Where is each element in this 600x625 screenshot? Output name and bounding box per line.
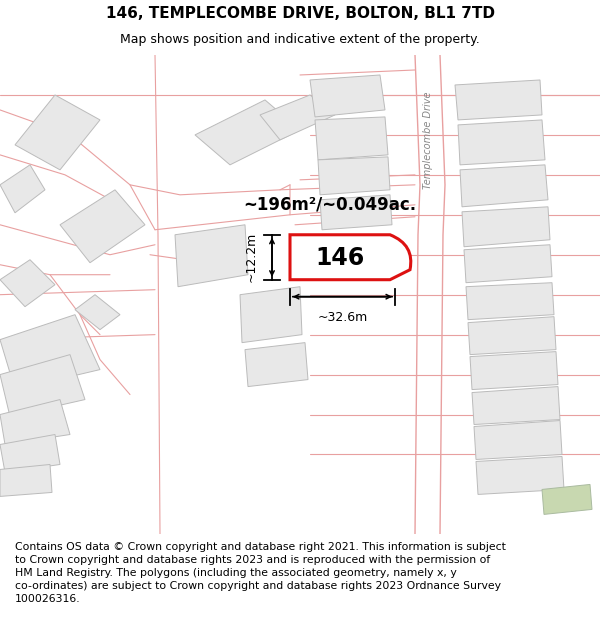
Text: ~32.6m: ~32.6m — [317, 311, 368, 324]
Polygon shape — [0, 260, 55, 307]
Polygon shape — [464, 245, 552, 282]
Polygon shape — [60, 190, 145, 262]
Polygon shape — [0, 354, 85, 416]
Polygon shape — [245, 342, 308, 387]
Polygon shape — [466, 282, 554, 319]
Polygon shape — [310, 75, 385, 117]
PathPatch shape — [290, 235, 411, 280]
Polygon shape — [468, 317, 556, 354]
Text: Templecombe Drive: Templecombe Drive — [423, 91, 433, 189]
Polygon shape — [0, 399, 70, 444]
Text: 146: 146 — [316, 246, 365, 270]
Polygon shape — [455, 80, 542, 120]
Polygon shape — [0, 464, 52, 496]
Polygon shape — [260, 95, 335, 140]
Text: Contains OS data © Crown copyright and database right 2021. This information is : Contains OS data © Crown copyright and d… — [15, 542, 506, 604]
Polygon shape — [462, 207, 550, 247]
Polygon shape — [240, 287, 302, 342]
Text: 146, TEMPLECOMBE DRIVE, BOLTON, BL1 7TD: 146, TEMPLECOMBE DRIVE, BOLTON, BL1 7TD — [106, 6, 494, 21]
Polygon shape — [318, 157, 390, 195]
Text: ~196m²/~0.049ac.: ~196m²/~0.049ac. — [244, 196, 416, 214]
Polygon shape — [320, 195, 392, 230]
Polygon shape — [75, 294, 120, 329]
Polygon shape — [460, 165, 548, 207]
Polygon shape — [175, 225, 248, 287]
Polygon shape — [542, 484, 592, 514]
Polygon shape — [476, 456, 564, 494]
Text: ~12.2m: ~12.2m — [245, 232, 258, 282]
Polygon shape — [458, 120, 545, 165]
Polygon shape — [0, 314, 100, 389]
Polygon shape — [15, 95, 100, 170]
Polygon shape — [472, 387, 560, 424]
Polygon shape — [195, 100, 300, 165]
Polygon shape — [474, 421, 562, 459]
Polygon shape — [470, 352, 558, 389]
Polygon shape — [315, 117, 388, 160]
Polygon shape — [0, 434, 60, 472]
Polygon shape — [0, 165, 45, 212]
Text: Map shows position and indicative extent of the property.: Map shows position and indicative extent… — [120, 33, 480, 46]
